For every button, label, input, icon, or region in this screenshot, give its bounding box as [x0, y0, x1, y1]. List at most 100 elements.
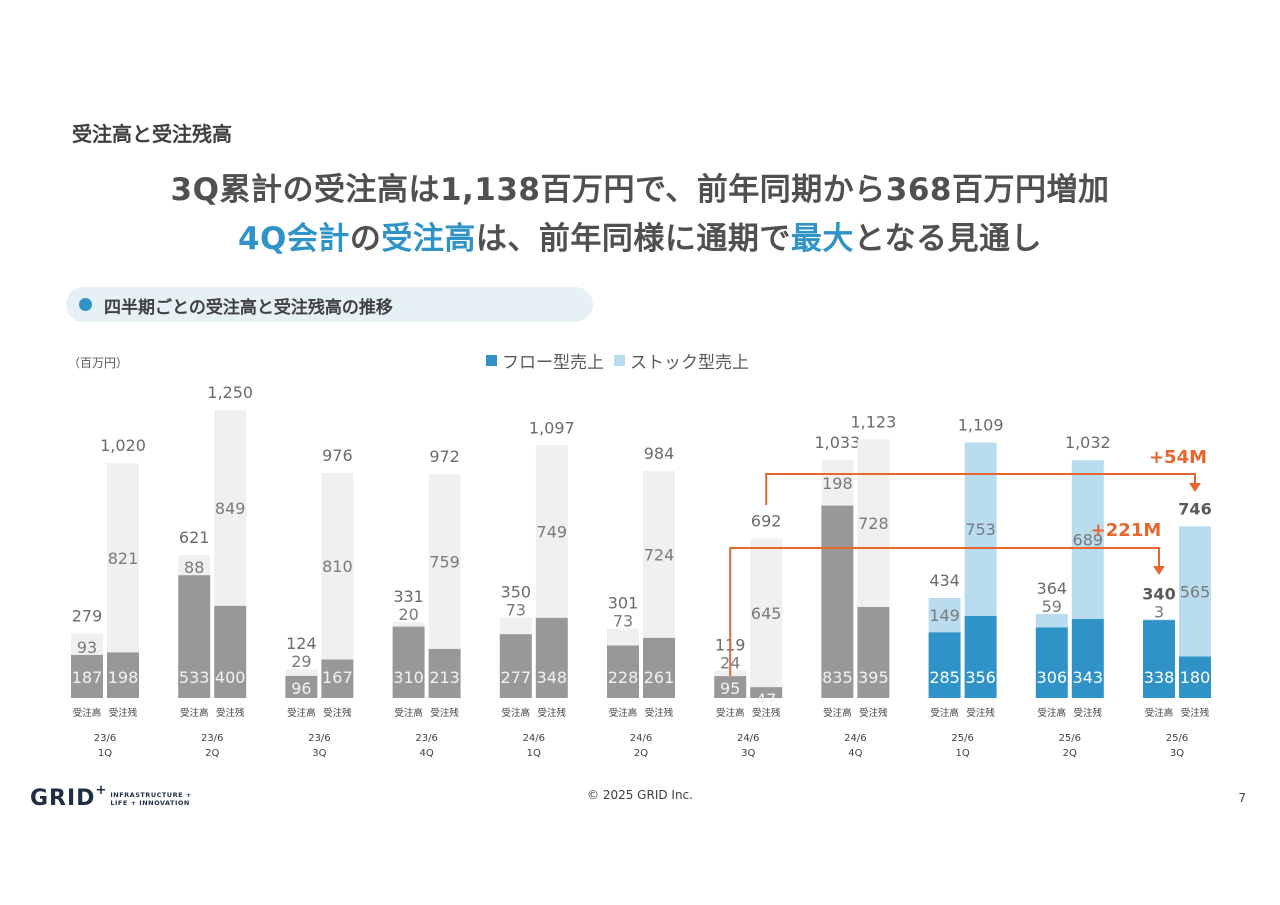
bar-order-flow-4 — [499, 634, 532, 698]
value-order-stock-3: 20 — [398, 605, 418, 624]
value-order-stock-4: 73 — [506, 600, 526, 619]
logo-subtitle-1: INFRASTRUCTURE + — [110, 790, 192, 799]
value-backlog-flow-10: 180 — [1180, 668, 1211, 687]
value-order-stock-9: 59 — [1042, 597, 1062, 616]
value-order-total-3: 331 — [393, 587, 424, 606]
bar-backlog-flow-2 — [321, 659, 354, 698]
bar-backlog-flow-5 — [643, 637, 675, 698]
value-order-total-10: 340 — [1142, 584, 1175, 603]
bar-backlog-flow-6 — [750, 687, 783, 698]
bar-backlog-flow-3 — [428, 648, 461, 698]
value-order-total-4: 350 — [501, 582, 532, 601]
period-label-year-1: 23/6 — [201, 733, 223, 744]
bar-backlog-stock-5 — [643, 471, 675, 638]
period-label-year-5: 24/6 — [630, 733, 652, 744]
bar-chart: 187 93 279 受注高 198 821 1,020 受注残 23/6 1Q 533 88 621 受… — [71, 383, 1212, 759]
bar-order-stock-2 — [285, 669, 318, 676]
bar-backlog-stock-0 — [107, 463, 139, 653]
bar-order-stock-7 — [821, 459, 854, 506]
logo-plus: + — [95, 783, 107, 798]
value-backlog-total-4: 1,097 — [529, 418, 575, 437]
period-label-year-4: 24/6 — [523, 733, 545, 744]
section-label: 受注高と受注残高 — [72, 122, 232, 146]
headline-2-part-5: となる見通し — [853, 221, 1042, 257]
annotation-label-0: +54M — [1149, 447, 1207, 468]
chart-title-pill: 四半期ごとの受注高と受注残高の推移 — [66, 287, 593, 322]
period-label-quarter-5: 2Q — [634, 748, 648, 759]
bar-backlog-stock-9 — [1071, 460, 1104, 619]
value-backlog-flow-2: 167 — [322, 668, 353, 687]
bar-order-stock-9 — [1035, 613, 1068, 628]
chart-legend: フロー型売上 ストック型売上 — [486, 348, 759, 373]
period-label-quarter-9: 2Q — [1063, 748, 1077, 759]
bar-order-flow-0 — [71, 654, 103, 698]
value-backlog-total-1: 1,250 — [207, 383, 253, 402]
bar-order-stock-10 — [1143, 619, 1175, 621]
bar-order-stock-4 — [499, 617, 532, 635]
legend-item-stock: ストック型売上 — [614, 348, 749, 373]
bullet-dot-icon — [79, 298, 92, 311]
value-backlog-stock-7: 728 — [858, 514, 889, 533]
value-backlog-total-0: 1,020 — [100, 436, 146, 455]
bar-label-backlog-4: 受注残 — [538, 707, 567, 719]
bar-label-backlog-9: 受注残 — [1074, 707, 1103, 719]
value-order-flow-3: 310 — [393, 668, 424, 687]
value-order-stock-8: 149 — [929, 606, 960, 625]
bar-label-backlog-3: 受注残 — [430, 707, 459, 719]
bar-label-backlog-0: 受注残 — [109, 707, 138, 719]
value-backlog-total-7: 1,123 — [850, 412, 896, 431]
bar-label-order-7: 受注高 — [823, 707, 852, 719]
value-order-stock-0: 93 — [77, 638, 97, 657]
chart-title: 四半期ごとの受注高と受注残高の推移 — [104, 298, 393, 318]
bar-backlog-flow-4 — [535, 617, 568, 698]
value-order-stock-10: 3 — [1154, 602, 1164, 621]
bar-label-order-5: 受注高 — [609, 707, 638, 719]
page-number: 7 — [1238, 791, 1246, 805]
value-order-flow-7: 835 — [822, 668, 853, 687]
value-order-total-1: 621 — [179, 528, 210, 547]
bar-backlog-flow-8 — [964, 615, 997, 698]
value-order-flow-8: 285 — [929, 668, 960, 687]
headline-2-part-1: の — [349, 221, 382, 257]
value-backlog-flow-1: 400 — [215, 668, 246, 687]
bar-order-flow-5 — [607, 645, 639, 698]
value-backlog-total-2: 976 — [322, 446, 353, 465]
bar-label-order-0: 受注高 — [73, 707, 102, 719]
bar-label-backlog-10: 受注残 — [1181, 707, 1210, 719]
bar-backlog-stock-4 — [535, 445, 568, 618]
value-backlog-flow-9: 343 — [1073, 668, 1104, 687]
value-backlog-stock-5: 724 — [644, 545, 675, 564]
period-label-quarter-2: 3Q — [312, 748, 326, 759]
bar-backlog-stock-2 — [321, 472, 354, 660]
value-order-stock-5: 73 — [613, 612, 633, 631]
headline-line-1: 3Q累計の受注高は1,138百万円で、前年同期から368百万円増加 — [170, 172, 1110, 208]
bar-order-stock-5 — [607, 628, 639, 646]
value-order-stock-2: 29 — [291, 652, 311, 671]
bar-order-flow-9 — [1035, 627, 1068, 698]
period-label-year-8: 25/6 — [951, 733, 973, 744]
bar-order-stock-8 — [928, 598, 961, 633]
logo-word: GRID — [30, 786, 96, 811]
value-backlog-stock-3: 759 — [429, 552, 460, 571]
value-backlog-total-8: 1,109 — [958, 415, 1004, 434]
bar-backlog-stock-8 — [964, 442, 997, 616]
value-backlog-flow-6: 47 — [756, 690, 776, 709]
bar-label-order-8: 受注高 — [930, 707, 959, 719]
value-order-stock-7: 198 — [822, 474, 853, 493]
legend-label-stock: ストック型売上 — [630, 353, 749, 373]
bar-order-flow-2 — [285, 675, 318, 698]
period-label-quarter-6: 3Q — [741, 748, 755, 759]
legend-swatch-flow — [486, 355, 497, 366]
unit-label: （百万円） — [68, 356, 129, 370]
value-backlog-stock-9: 689 — [1073, 531, 1104, 550]
period-label-year-0: 23/6 — [94, 733, 116, 744]
value-order-total-0: 279 — [72, 606, 103, 625]
annotation-line-1 — [729, 547, 1160, 676]
bar-order-stock-1 — [178, 554, 211, 576]
logo-subtitle-2: LIFE + INNOVATION — [110, 798, 190, 807]
period-label-year-10: 25/6 — [1166, 733, 1188, 744]
headline-2-part-4: 最大 — [790, 221, 854, 257]
bar-label-order-2: 受注高 — [287, 707, 316, 719]
bar-label-order-3: 受注高 — [394, 707, 423, 719]
value-order-flow-2: 96 — [291, 679, 311, 698]
